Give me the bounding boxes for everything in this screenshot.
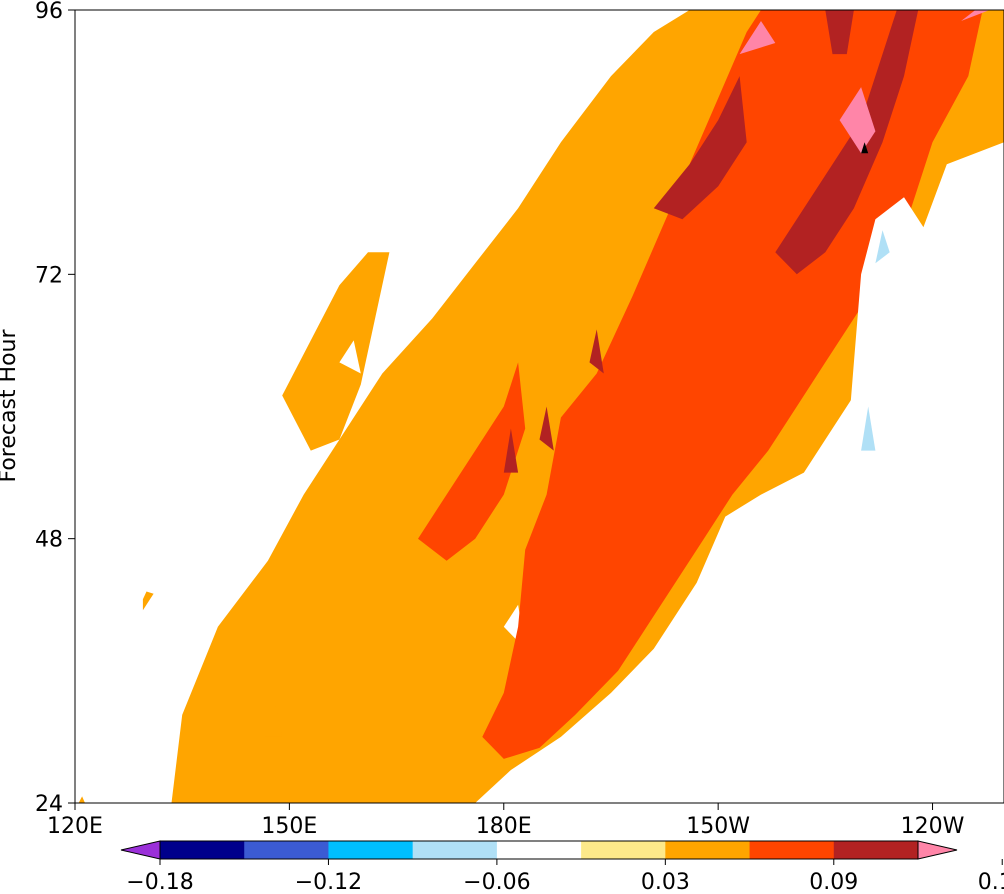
- colorbar-tick-label: 0.15: [978, 870, 1004, 894]
- contour-white-hole-1: [339, 340, 361, 374]
- contour-pink-spot: [861, 142, 869, 154]
- colorbar-tick-label: −0.06: [463, 870, 530, 894]
- y-tick-label: 96: [35, 0, 63, 24]
- x-tick-label: 150W: [686, 814, 750, 839]
- colorbar-swatch: [496, 841, 582, 859]
- y-tick-label: 48: [35, 528, 63, 553]
- contour-orange-left: [418, 362, 526, 561]
- y-tick-label: 24: [35, 792, 63, 817]
- colorbar-tick-label: −0.18: [126, 870, 193, 894]
- filled-contours: [78, 10, 1004, 803]
- contour-red-1: [653, 76, 747, 220]
- colorbar-swatch: [665, 841, 751, 859]
- y-axis-label: Forecast Hour: [0, 329, 21, 483]
- colorbar-tick-label: −0.12: [295, 870, 362, 894]
- contour-dark-red-3: [961, 10, 990, 21]
- colorbar-tick-label: 0.09: [809, 870, 858, 894]
- x-axis: 120E 150E 180E 150W 120W: [47, 803, 965, 839]
- colorbar-tick-label: 0.03: [641, 870, 690, 894]
- contour-red-6: [503, 428, 519, 473]
- colorbar-outline: [159, 840, 919, 860]
- colorbar-swatch: [244, 841, 329, 859]
- x-tick-label: 120E: [47, 814, 103, 839]
- contour-dark-red-2: [739, 21, 776, 55]
- contour-cyan-1: [875, 230, 890, 264]
- contour-cyan-2: [861, 406, 876, 451]
- contour-small-4: [264, 703, 283, 737]
- contour-small-2: [78, 796, 85, 803]
- contour-dark-red-1: [839, 87, 876, 154]
- contour-left-patch: [282, 252, 390, 451]
- contour-blue-main: [818, 197, 933, 616]
- colorbar-extend-high: [917, 840, 958, 860]
- colorbar-swatch: [160, 841, 245, 859]
- contour-red-3: [775, 10, 919, 275]
- colorbar: −0.18 −0.12 −0.06 0.03 0.09 0.15: [120, 840, 1004, 894]
- y-tick-label: 72: [35, 263, 63, 288]
- colorbar-extend-low: [120, 840, 161, 860]
- colorbar-swatch: [412, 841, 498, 859]
- colorbar-swatch: [833, 841, 919, 859]
- colorbar-swatch: [581, 841, 666, 859]
- x-tick-label: 120W: [901, 814, 965, 839]
- contour-blue-small: [796, 527, 812, 539]
- contour-red-4: [539, 406, 554, 451]
- contour-red-2: [825, 10, 854, 55]
- y-axis: 24 48 72 96: [35, 0, 75, 817]
- colorbar-swatch: [749, 841, 835, 859]
- x-tick-label: 150E: [261, 814, 317, 839]
- colorbar-swatch: [328, 841, 414, 859]
- plot-area: [74, 9, 1004, 804]
- contour-small-3: [253, 781, 268, 803]
- contour-red-5: [589, 329, 604, 374]
- contour-small-1: [142, 591, 154, 611]
- x-tick-label: 180E: [476, 814, 532, 839]
